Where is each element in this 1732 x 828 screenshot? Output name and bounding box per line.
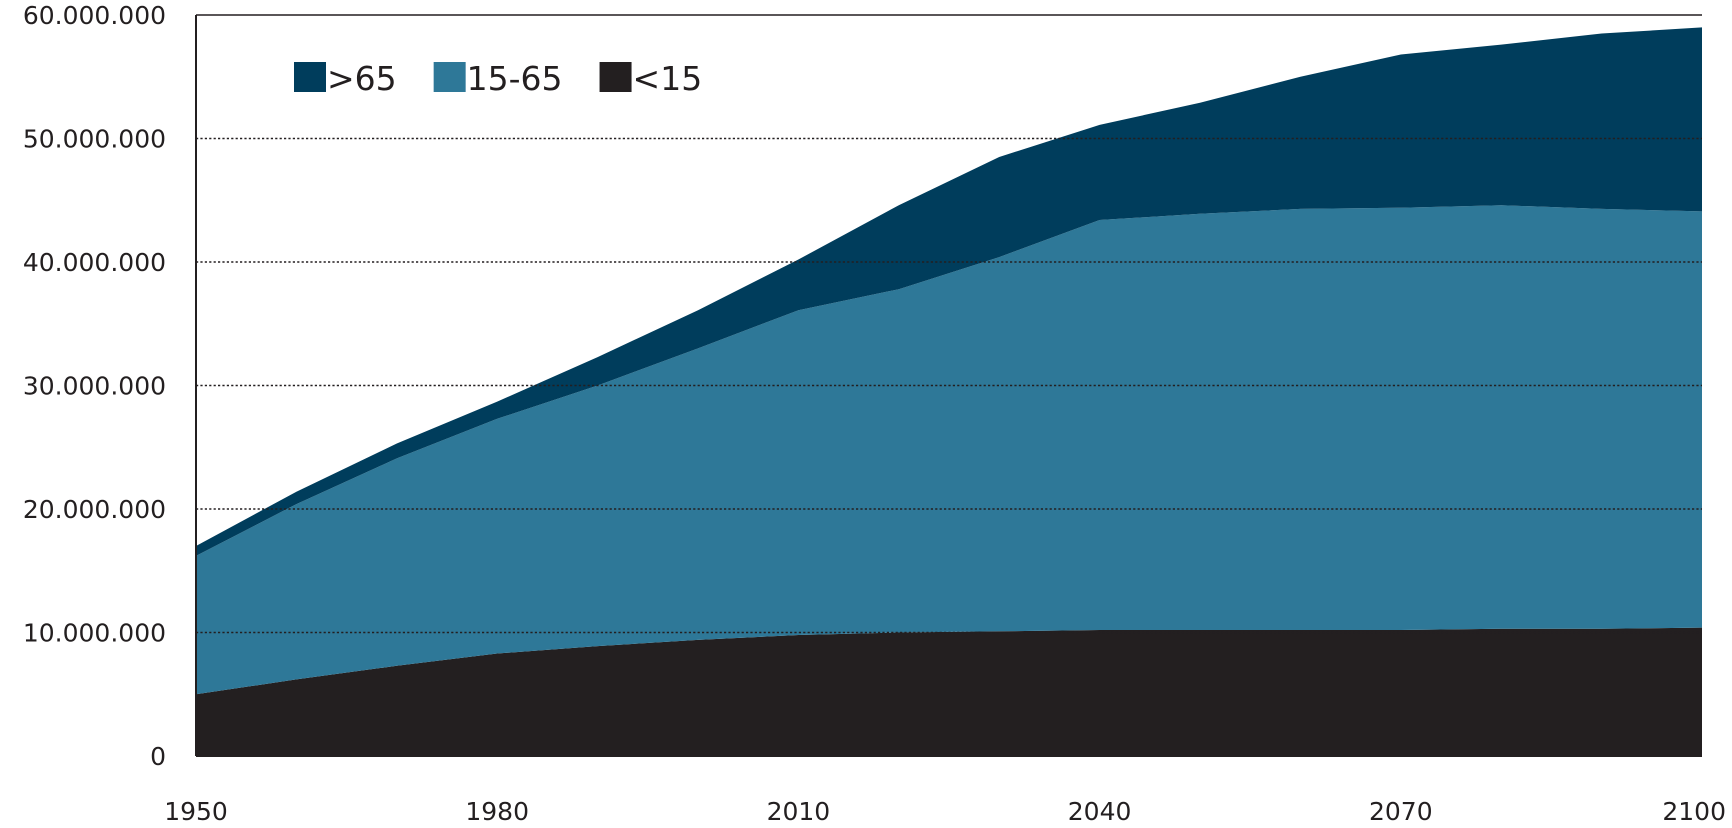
x-tick-label: 2100 xyxy=(1662,797,1726,824)
y-tick-label: 0 xyxy=(150,742,166,771)
legend-swatch-under-15 xyxy=(599,62,632,92)
legend-swatch-over-65 xyxy=(294,62,326,92)
y-tick-label: 30.000.000 xyxy=(23,372,166,401)
area-over-65 xyxy=(196,27,1702,556)
y-tick-label: 20.000.000 xyxy=(23,495,166,524)
x-axis-ticks: 1950 1980 2010 2040 2070 2100 xyxy=(164,797,1726,826)
legend-label-15-65: 15-65 xyxy=(467,59,563,98)
x-tick-label: 1950 xyxy=(164,797,228,824)
legend-label-under-15: <15 xyxy=(633,59,703,98)
y-axis-ticks: 0 10.000.000 20.000.000 30.000.000 40.000.00… xyxy=(23,1,166,771)
legend-label-over-65: >65 xyxy=(327,59,397,98)
y-tick-label: 10.000.000 xyxy=(23,619,166,648)
y-tick-label: 60.000.000 xyxy=(23,1,166,30)
x-tick-label: 2040 xyxy=(1068,797,1132,824)
x-tick-label: 2070 xyxy=(1369,797,1433,824)
y-tick-label: 40.000.000 xyxy=(23,248,166,277)
legend-swatch-15-65 xyxy=(433,62,466,92)
x-tick-label: 1980 xyxy=(465,797,529,824)
frame-layer xyxy=(195,14,1702,757)
area-under-15 xyxy=(196,627,1702,756)
area-15-65 xyxy=(196,205,1702,695)
grid-layer xyxy=(196,137,1702,634)
legend: >65 15-65 <15 xyxy=(294,59,702,98)
y-tick-label: 50.000.000 xyxy=(23,125,166,154)
areas-layer xyxy=(196,27,1702,756)
x-tick-label: 2010 xyxy=(767,797,831,824)
